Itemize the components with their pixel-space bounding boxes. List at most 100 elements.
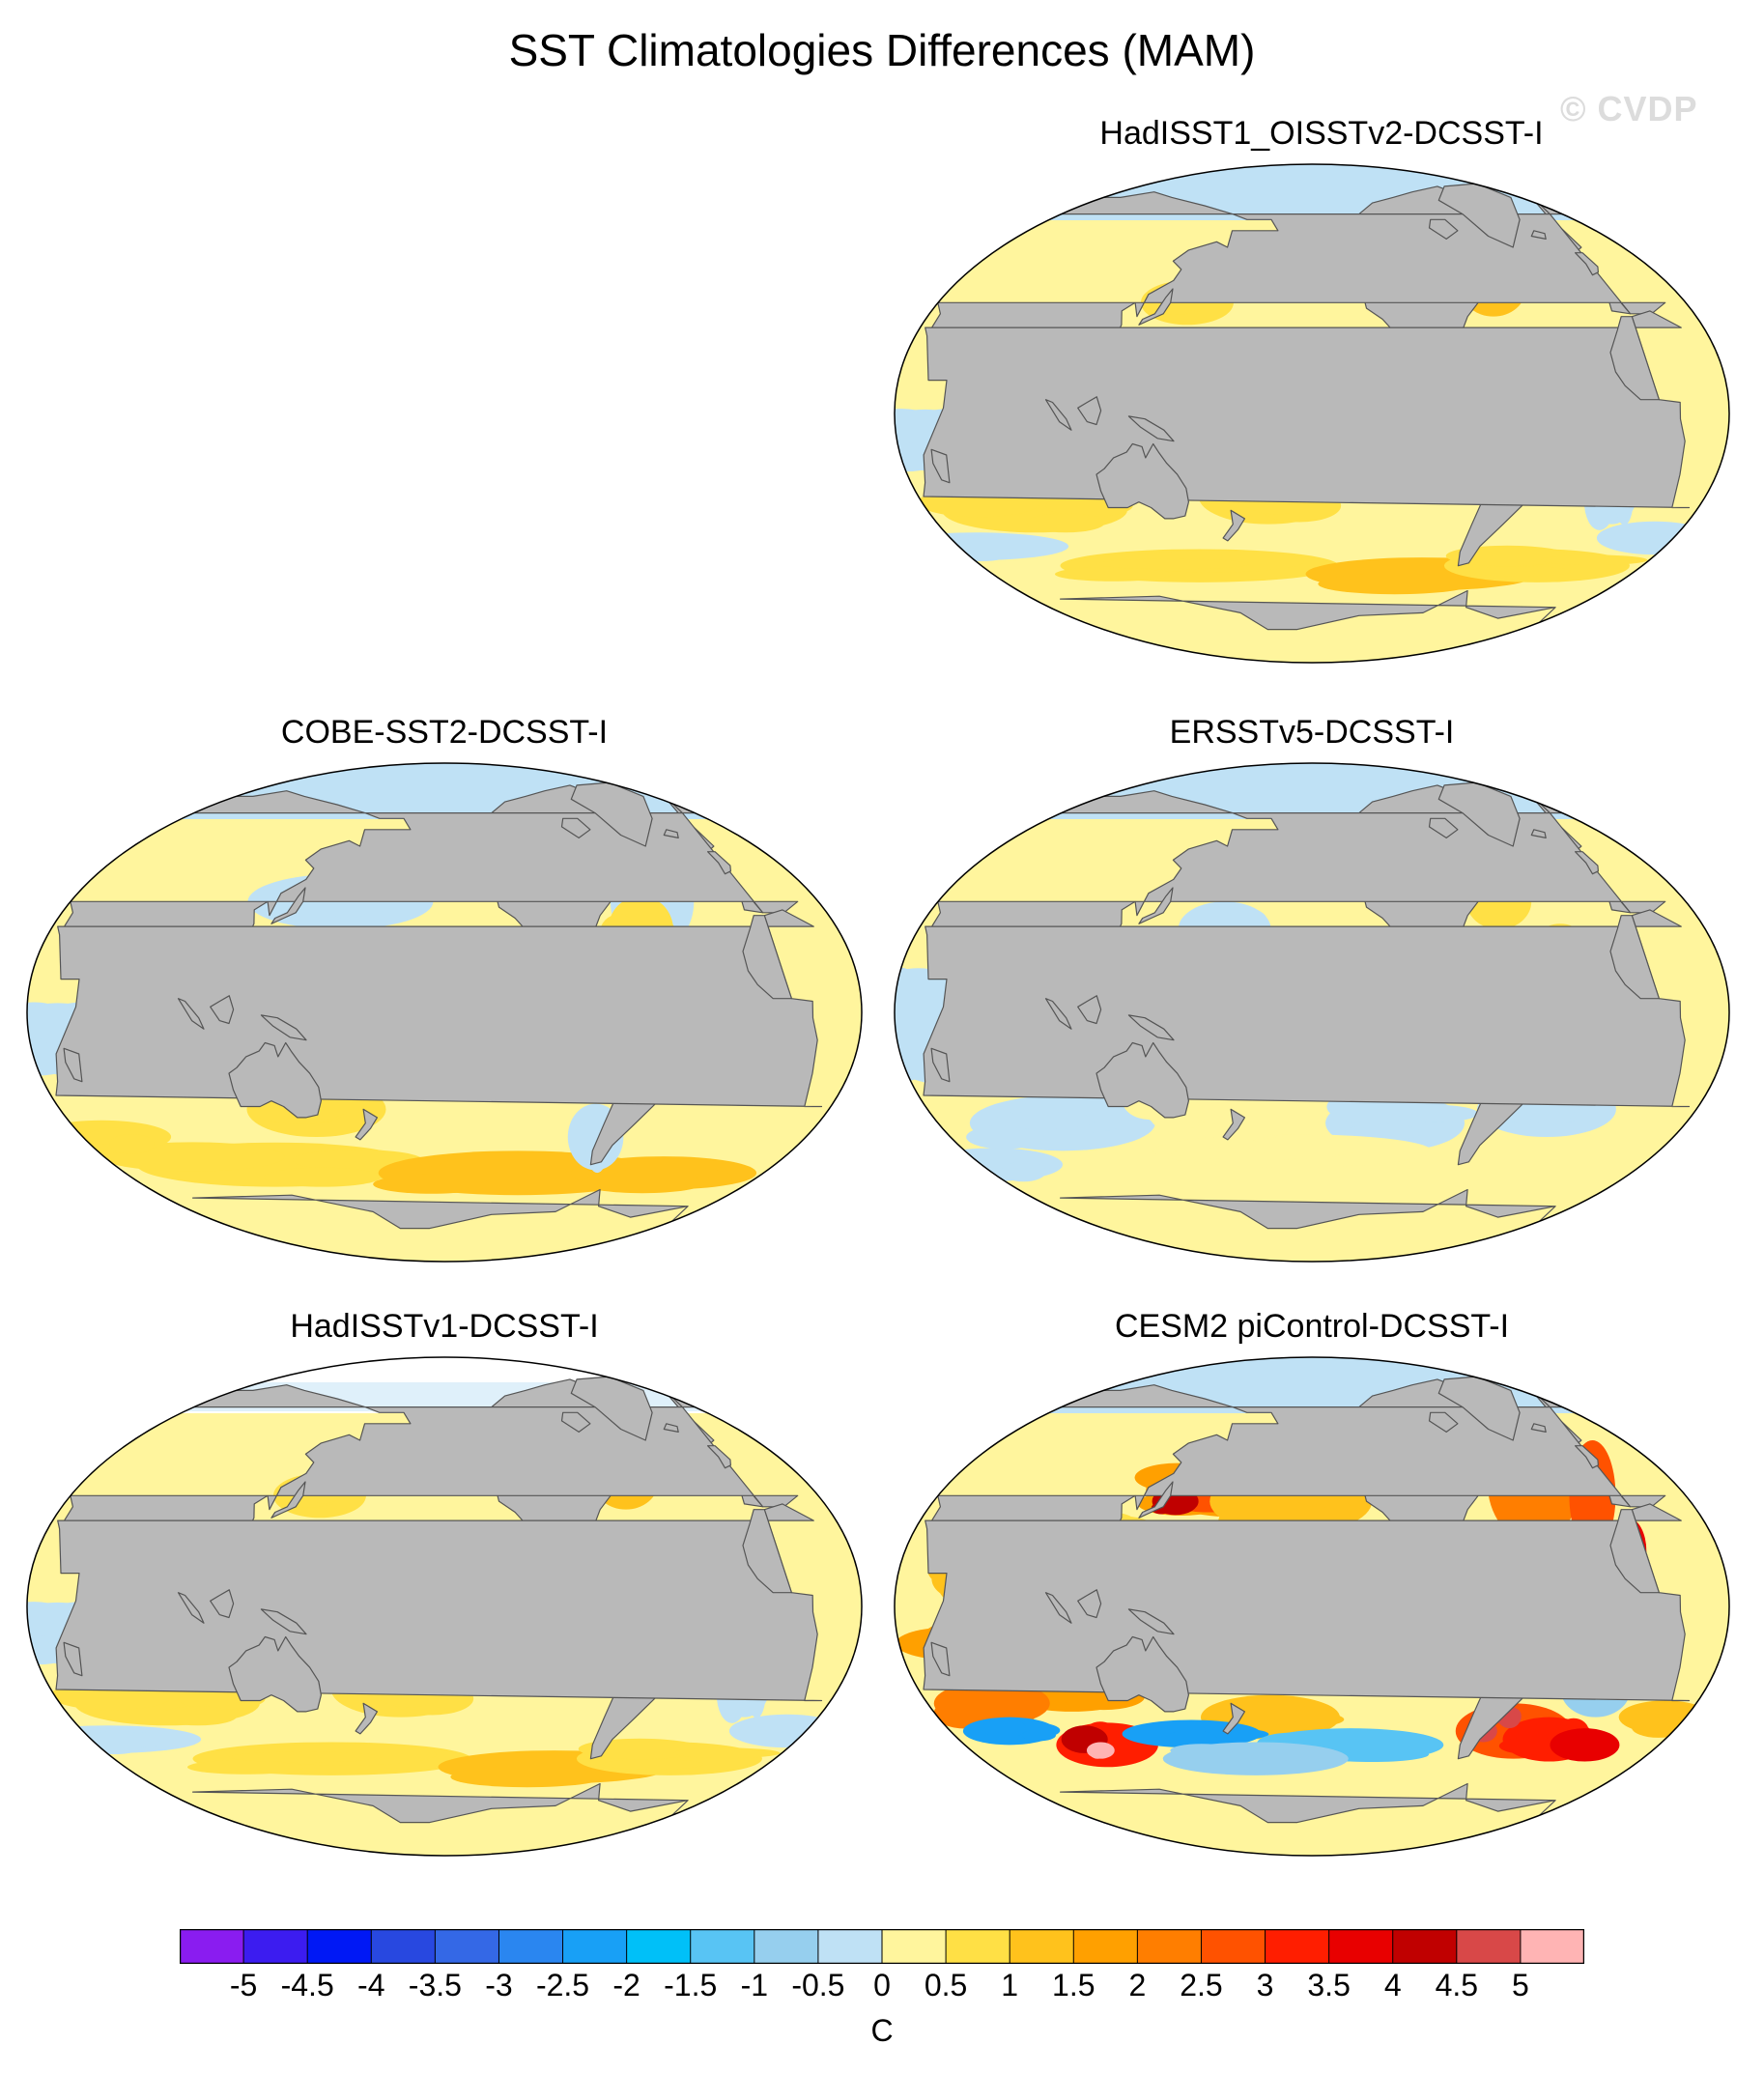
anomaly-region — [994, 1111, 1096, 1129]
arctic-ocean — [895, 1357, 1729, 1413]
anomaly-region — [672, 1747, 781, 1759]
colorbar-swatch — [1520, 1929, 1584, 1964]
land-baffin — [560, 817, 591, 838]
land-japan — [1138, 887, 1174, 924]
colorbar-tick-label: 0.5 — [924, 1968, 968, 2002]
land-nz — [1222, 1108, 1245, 1141]
colorbar-swatch — [817, 1929, 883, 1964]
land-borneo — [1077, 1589, 1102, 1619]
land-antarctica — [192, 1188, 689, 1262]
colorbar-swatch — [1392, 1929, 1458, 1964]
anomaly-region — [158, 1706, 238, 1726]
anomaly-region — [1054, 566, 1172, 582]
colorbar-swatch — [946, 1929, 1010, 1964]
land-sumatra — [1044, 1592, 1072, 1624]
land-borneo — [210, 995, 235, 1025]
land-africaW — [742, 915, 792, 1000]
map — [26, 1356, 863, 1857]
colorbar-swatch — [562, 1929, 628, 1964]
land-australia — [1095, 1041, 1189, 1119]
land-australia — [1095, 1635, 1189, 1713]
land-africaW — [742, 1509, 792, 1594]
anomaly-region — [1540, 554, 1648, 566]
land-antarctica — [1060, 1782, 1556, 1856]
colorbar-swatch — [1201, 1929, 1266, 1964]
anomaly-region — [966, 1124, 1044, 1150]
land-africa — [923, 310, 1691, 509]
colorbar-tick-label: -0.5 — [791, 1968, 845, 2002]
land-iceland — [663, 1423, 679, 1433]
colorbar-tick-label: 4.5 — [1435, 1968, 1479, 2002]
land-baffin — [560, 1411, 591, 1433]
colorbar-swatch — [1073, 1929, 1138, 1964]
land-africaW — [1609, 915, 1660, 1000]
map-border — [26, 762, 863, 1263]
land-africa — [923, 1503, 1691, 1702]
land-uk — [707, 851, 731, 875]
map-border — [894, 762, 1730, 1263]
colorbar-swatch — [690, 1929, 755, 1964]
land-nz — [1222, 1702, 1245, 1735]
land-sumatra — [177, 1592, 205, 1624]
anomaly-region — [109, 1134, 156, 1154]
colorbar-tick-label: -1 — [740, 1968, 769, 2002]
panel-title: CESM2 piControl-DCSST-I — [1114, 1308, 1510, 1345]
land-uk — [1575, 252, 1599, 276]
land-australia — [228, 1635, 322, 1713]
land-sumatra — [177, 998, 205, 1030]
arctic-ocean — [27, 763, 862, 819]
anomaly-region — [229, 1751, 382, 1763]
land-africa — [55, 909, 823, 1108]
land-africaW — [1609, 1509, 1660, 1594]
land-png — [1127, 1014, 1175, 1041]
land-madagascar — [63, 1641, 83, 1677]
land-nz — [355, 1108, 378, 1141]
anomaly-region — [1022, 1729, 1057, 1742]
land-madagascar — [930, 448, 951, 484]
colorbar-swatch — [1137, 1929, 1202, 1964]
colorbar-swatch — [243, 1929, 308, 1964]
land-japan — [1138, 1481, 1174, 1519]
land-sumatra — [1044, 998, 1072, 1030]
anomaly-region — [186, 1759, 304, 1775]
anomaly-region — [1170, 1744, 1234, 1758]
colorbar-tick-label: -3 — [485, 1968, 513, 2002]
land-africaW — [1609, 316, 1660, 401]
colorbar-tick-labels: -5 -4.5 -4 -3.5 -3 -2.5 -2 -1.5 -1 -0.5 0 0.5 1 1.5 2 2… — [0, 1966, 1764, 2004]
land-baffin — [1428, 1411, 1459, 1433]
land-sumatra — [1044, 399, 1072, 431]
land-australia — [228, 1041, 322, 1119]
land-borneo — [1077, 396, 1102, 426]
land-borneo — [1077, 995, 1102, 1025]
land-africa — [55, 1503, 823, 1702]
anomaly-region — [1238, 1748, 1307, 1761]
panel-title: COBE-SST2-DCSST-I — [280, 714, 609, 751]
anomaly-region — [1318, 573, 1472, 595]
land-iceland — [1530, 829, 1547, 838]
colorbar-tick-label: 1 — [1001, 1968, 1019, 2002]
colorbar-swatch — [1456, 1929, 1522, 1964]
land-baffin — [1428, 218, 1459, 240]
map — [26, 762, 863, 1263]
anomaly-region — [1469, 566, 1572, 577]
colorbar-swatch — [307, 1929, 372, 1964]
colorbar-swatch — [498, 1929, 564, 1964]
colorbar-swatch — [1010, 1929, 1074, 1964]
colorbar-tick-label: -3.5 — [408, 1968, 462, 2002]
land-iceland — [663, 829, 679, 838]
colorbar-tick-label: -2.5 — [535, 1968, 590, 2002]
land-iceland — [1530, 1423, 1547, 1433]
land-uk — [1575, 1445, 1599, 1469]
land-png — [1127, 1608, 1175, 1635]
map-border — [894, 163, 1730, 664]
land-uk — [707, 1445, 731, 1469]
colorbar-tick-label: -1.5 — [664, 1968, 718, 2002]
anomaly-region — [1230, 1703, 1316, 1724]
land-png — [260, 1608, 307, 1635]
colorbar — [180, 1929, 1584, 1964]
colorbar-tick-label: -4 — [357, 1968, 385, 2002]
colorbar-swatch — [1265, 1929, 1330, 1964]
colorbar-swatch — [435, 1929, 499, 1964]
map — [894, 1356, 1730, 1857]
anomaly-region — [581, 1172, 704, 1194]
